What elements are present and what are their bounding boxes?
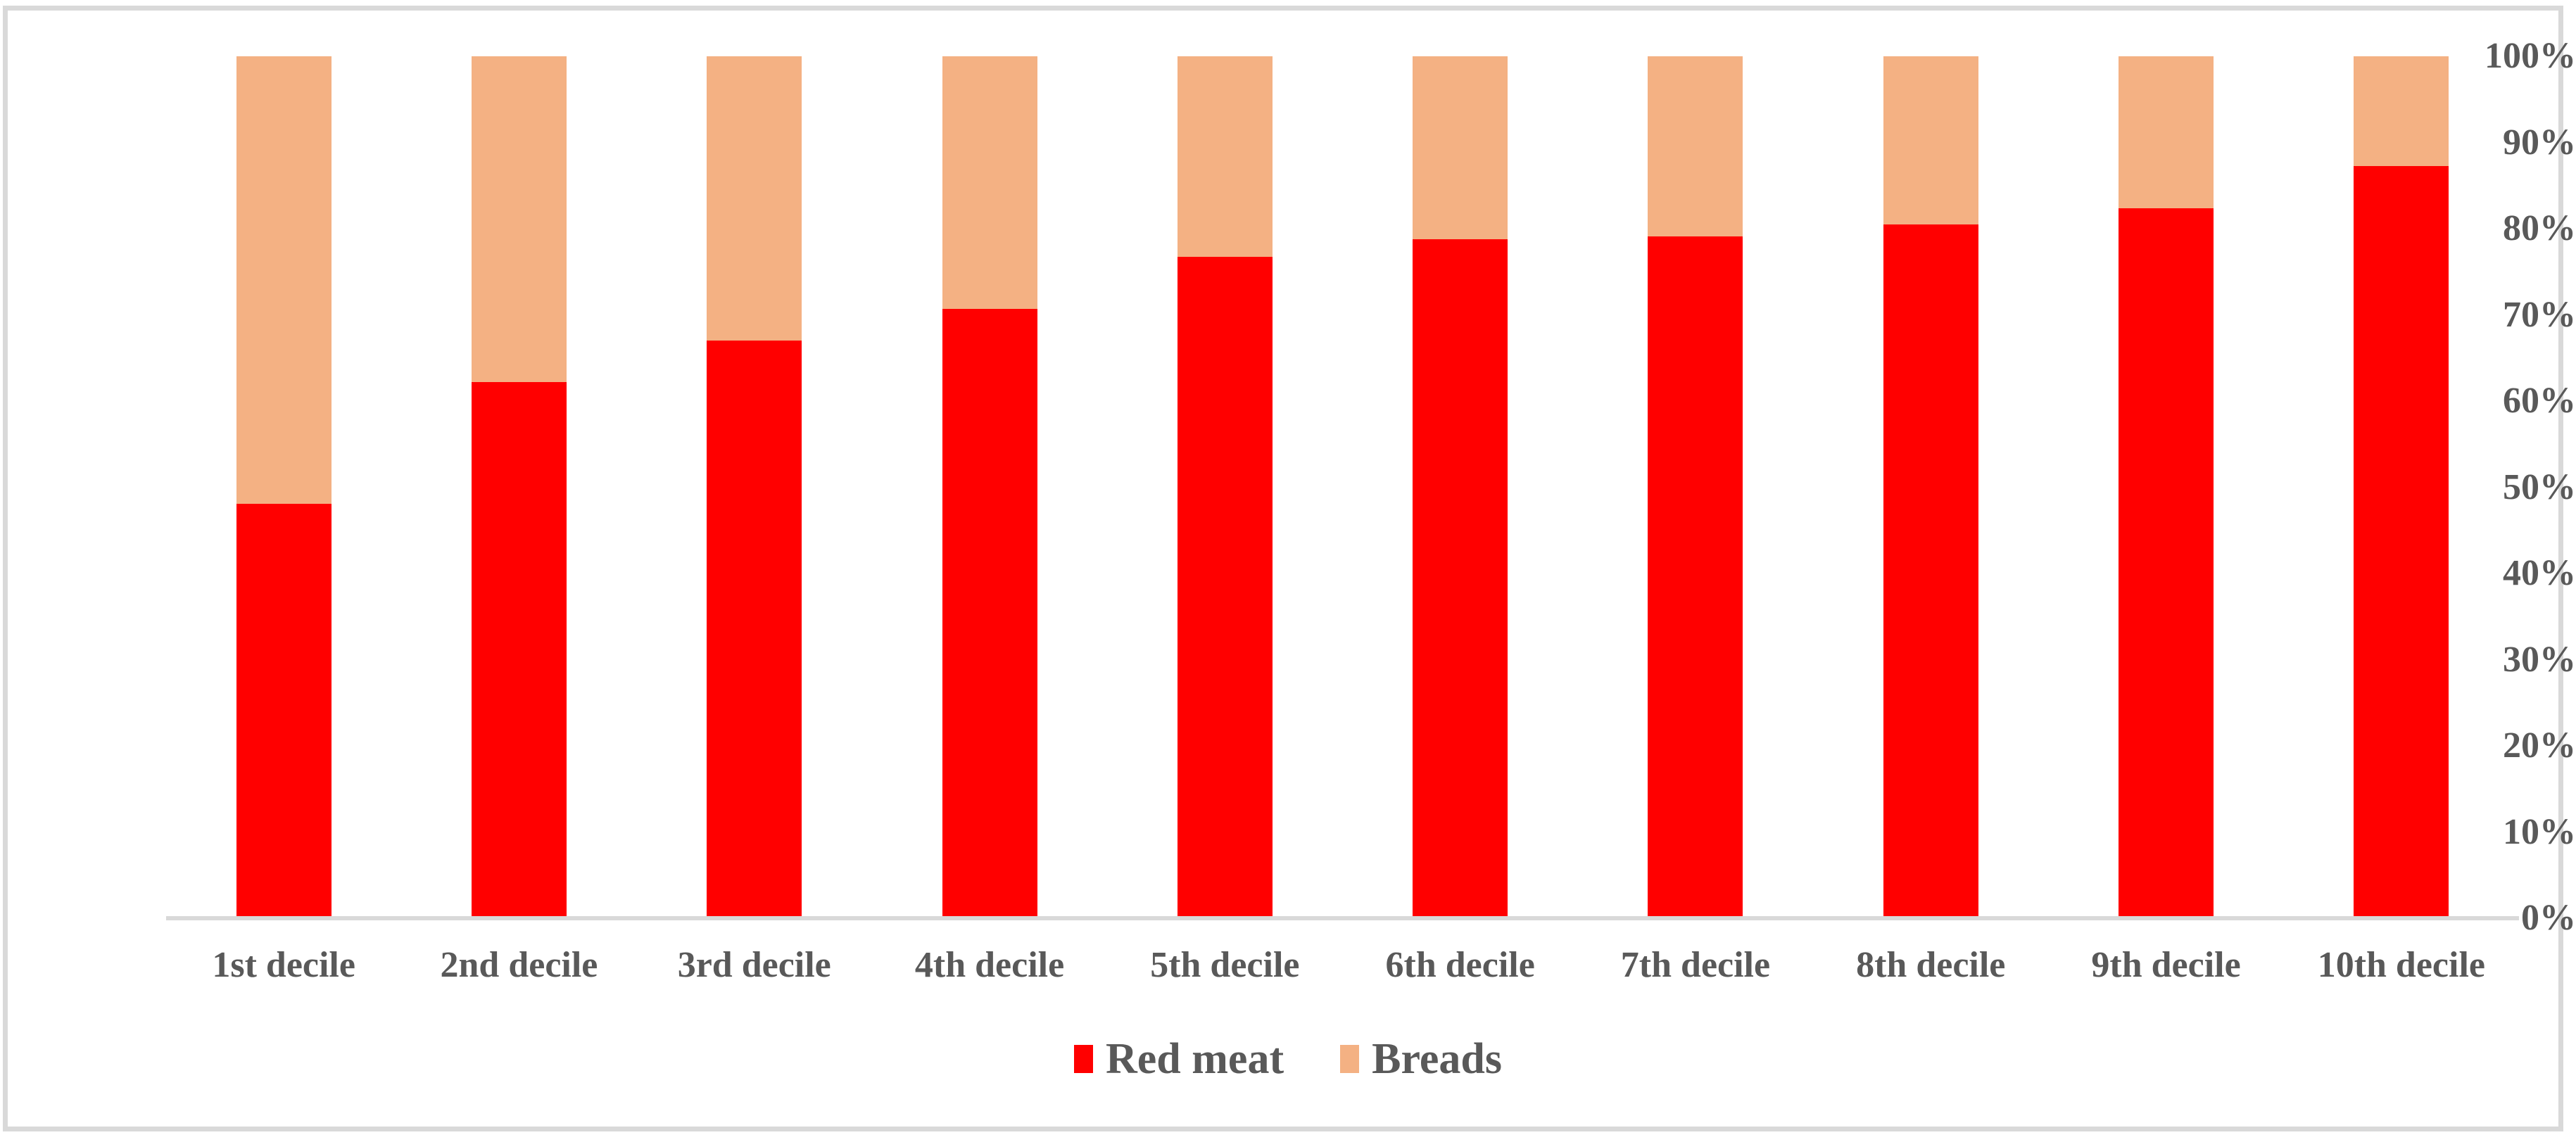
bar-segment-red-meat bbox=[1648, 236, 1743, 918]
x-axis-label: 7th decile bbox=[1620, 945, 1771, 985]
bar-segment-red-meat bbox=[707, 341, 802, 918]
bar-segment-red-meat bbox=[1413, 239, 1508, 918]
y-axis-tick-label: 70% bbox=[2503, 294, 2576, 335]
y-axis-tick-label: 80% bbox=[2503, 208, 2576, 248]
bar-segment-breads bbox=[1648, 56, 1743, 237]
bar-9th-decile bbox=[2119, 56, 2214, 918]
bar-segment-red-meat bbox=[1883, 224, 1978, 918]
y-axis-tick-label: 40% bbox=[2503, 553, 2576, 593]
bar-segment-breads bbox=[1413, 56, 1508, 239]
bar-7th-decile bbox=[1648, 56, 1743, 918]
x-axis-label: 3rd decile bbox=[677, 945, 831, 985]
bar-segment-red-meat bbox=[236, 503, 332, 918]
bar-segment-breads bbox=[707, 56, 802, 341]
bar-segment-red-meat bbox=[942, 308, 1037, 918]
y-axis-tick-label: 20% bbox=[2503, 725, 2576, 766]
bar-8th-decile bbox=[1883, 56, 1978, 918]
bar-6th-decile bbox=[1413, 56, 1508, 918]
y-axis-tick-label: 0% bbox=[2521, 898, 2576, 938]
y-axis-tick-label: 100% bbox=[2485, 36, 2576, 76]
y-axis-tick-label: 60% bbox=[2503, 381, 2576, 421]
bar-segment-breads bbox=[236, 56, 332, 504]
x-axis-label: 10th decile bbox=[2317, 945, 2485, 985]
bar-segment-breads bbox=[1883, 56, 1978, 224]
x-axis-label: 4th decile bbox=[914, 945, 1065, 985]
legend: Red meat Breads bbox=[0, 1036, 2576, 1082]
bar-segment-breads bbox=[1177, 56, 1273, 258]
bar-segment-red-meat bbox=[1177, 257, 1273, 918]
x-axis-label: 9th decile bbox=[2091, 945, 2241, 985]
bar-segment-red-meat bbox=[471, 382, 567, 918]
x-axis-label: 2nd decile bbox=[440, 945, 598, 985]
x-axis-label: 6th decile bbox=[1385, 945, 1535, 985]
x-axis-label: 1st decile bbox=[212, 945, 355, 985]
bar-segment-breads bbox=[2119, 56, 2214, 208]
bar-4th-decile bbox=[942, 56, 1037, 918]
bar-segment-red-meat bbox=[2354, 165, 2449, 918]
x-axis-label: 8th decile bbox=[1856, 945, 2006, 985]
legend-marker-icon bbox=[1074, 1045, 1093, 1073]
x-axis-label: 5th decile bbox=[1150, 945, 1300, 985]
bar-3rd-decile bbox=[707, 56, 802, 918]
y-axis-tick-label: 90% bbox=[2503, 122, 2576, 163]
bar-segment-breads bbox=[942, 56, 1037, 309]
bar-segment-breads bbox=[471, 56, 567, 383]
y-axis-tick-label: 50% bbox=[2503, 467, 2576, 507]
bar-segment-red-meat bbox=[2119, 208, 2214, 918]
y-axis-tick-label: 30% bbox=[2503, 639, 2576, 680]
bar-5th-decile bbox=[1177, 56, 1273, 918]
bar-segment-breads bbox=[2354, 56, 2449, 166]
legend-marker-icon bbox=[1340, 1045, 1360, 1073]
x-axis-line bbox=[166, 916, 2519, 920]
legend-label: Red meat bbox=[1106, 1035, 1284, 1083]
legend-label: Breads bbox=[1372, 1035, 1502, 1083]
bar-10th-decile bbox=[2354, 56, 2449, 918]
legend-entry-red-meat: Red meat bbox=[1074, 1036, 1284, 1082]
bar-1st-decile bbox=[236, 56, 332, 918]
legend-entry-breads: Breads bbox=[1340, 1036, 1502, 1082]
y-axis-tick-label: 10% bbox=[2503, 811, 2576, 852]
bar-2nd-decile bbox=[471, 56, 567, 918]
